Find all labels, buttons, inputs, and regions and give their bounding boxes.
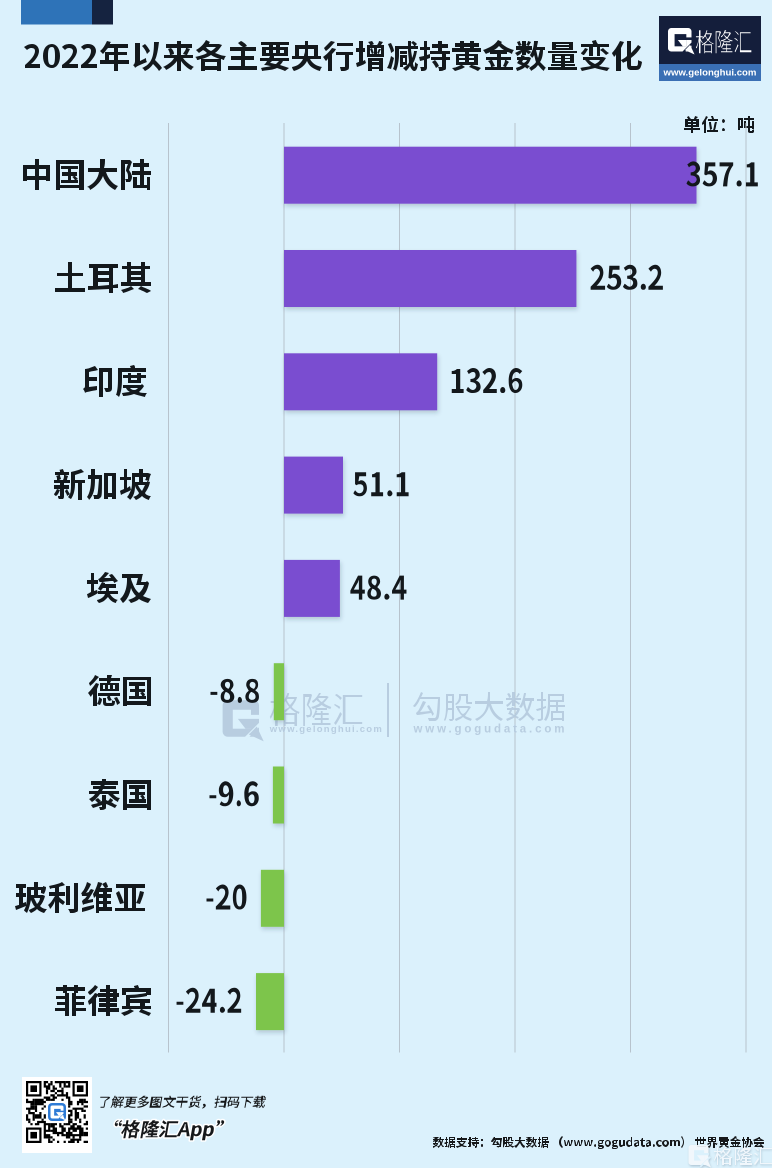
svg-text:www.gelonghui.com: www.gelonghui.com	[663, 67, 757, 78]
svg-text:www.gogudata.com: www.gogudata.com	[413, 724, 568, 736]
svg-text:www.gelonghui.com: www.gelonghui.com	[269, 724, 383, 735]
